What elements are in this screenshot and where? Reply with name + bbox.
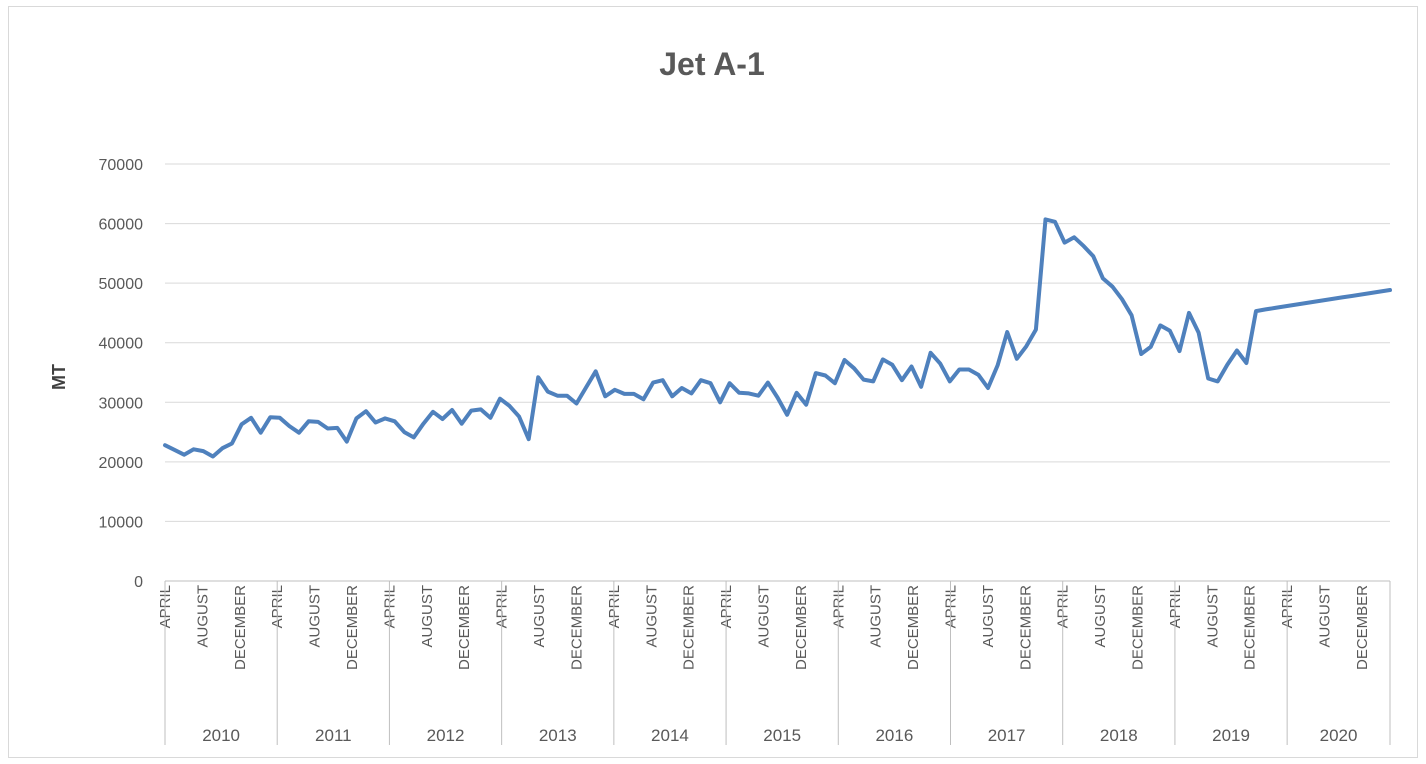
y-axis-title: MT	[49, 364, 69, 390]
x-tick-label: AUGUST	[868, 585, 885, 648]
year-label: 2016	[875, 726, 913, 745]
x-tick-label: AUGUST	[1092, 585, 1109, 648]
y-tick-label: 0	[134, 574, 143, 591]
line-chart: Jet A-1 MT 0 10000 20000 30000 40000 50000 600…	[49, 46, 1392, 745]
x-tick-label: DECEMBER	[456, 585, 473, 670]
year-label: 2011	[315, 726, 352, 745]
year-label: 2018	[1100, 726, 1138, 745]
x-tick-label: AUGUST	[531, 585, 548, 648]
x-tick-label: DECEMBER	[681, 585, 698, 670]
x-tick-label: AUGUST	[1204, 585, 1221, 648]
series-line	[163, 217, 1392, 459]
year-label: 2014	[651, 726, 689, 745]
y-tick-label: 70000	[99, 157, 144, 174]
x-tick-label: DECEMBER	[793, 585, 810, 670]
x-tick-label: AUGUST	[419, 585, 436, 648]
y-tick-label: 20000	[99, 455, 144, 472]
x-tick-label: AUGUST	[980, 585, 997, 648]
chart-frame: Jet A-1 MT 0 10000 20000 30000 40000 50000 600…	[8, 6, 1418, 758]
y-axis-ticks: 0 10000 20000 30000 40000 50000 60000 70000	[99, 157, 144, 591]
year-label: 2017	[988, 726, 1026, 745]
x-tick-label: DECEMBER	[344, 585, 361, 670]
year-label: 2019	[1212, 726, 1250, 745]
y-tick-label: 10000	[99, 514, 144, 531]
year-label: 2010	[202, 726, 240, 745]
y-tick-label: 40000	[99, 336, 144, 353]
chart-title: Jet A-1	[659, 46, 765, 82]
x-tick-label: DECEMBER	[1242, 585, 1259, 670]
x-tick-label: DECEMBER	[1130, 585, 1147, 670]
year-label: 2012	[427, 726, 465, 745]
x-tick-label: DECEMBER	[232, 585, 249, 670]
x-tick-label: DECEMBER	[905, 585, 922, 670]
gridlines	[165, 163, 1390, 582]
x-tick-label: AUGUST	[643, 585, 660, 648]
y-tick-label: 50000	[99, 276, 144, 293]
y-tick-label: 30000	[99, 395, 144, 412]
x-tick-label: AUGUST	[1317, 585, 1334, 648]
x-tick-label: AUGUST	[194, 585, 211, 648]
y-tick-label: 60000	[99, 217, 144, 234]
x-tick-label: AUGUST	[755, 585, 772, 648]
x-tick-label: DECEMBER	[1354, 585, 1371, 670]
year-label: 2015	[763, 726, 801, 745]
x-tick-label: DECEMBER	[1017, 585, 1034, 670]
x-tick-label: AUGUST	[307, 585, 324, 648]
year-label: 2013	[539, 726, 577, 745]
series-layer	[163, 217, 1392, 459]
year-label: 2020	[1320, 726, 1358, 745]
x-tick-label: DECEMBER	[568, 585, 585, 670]
